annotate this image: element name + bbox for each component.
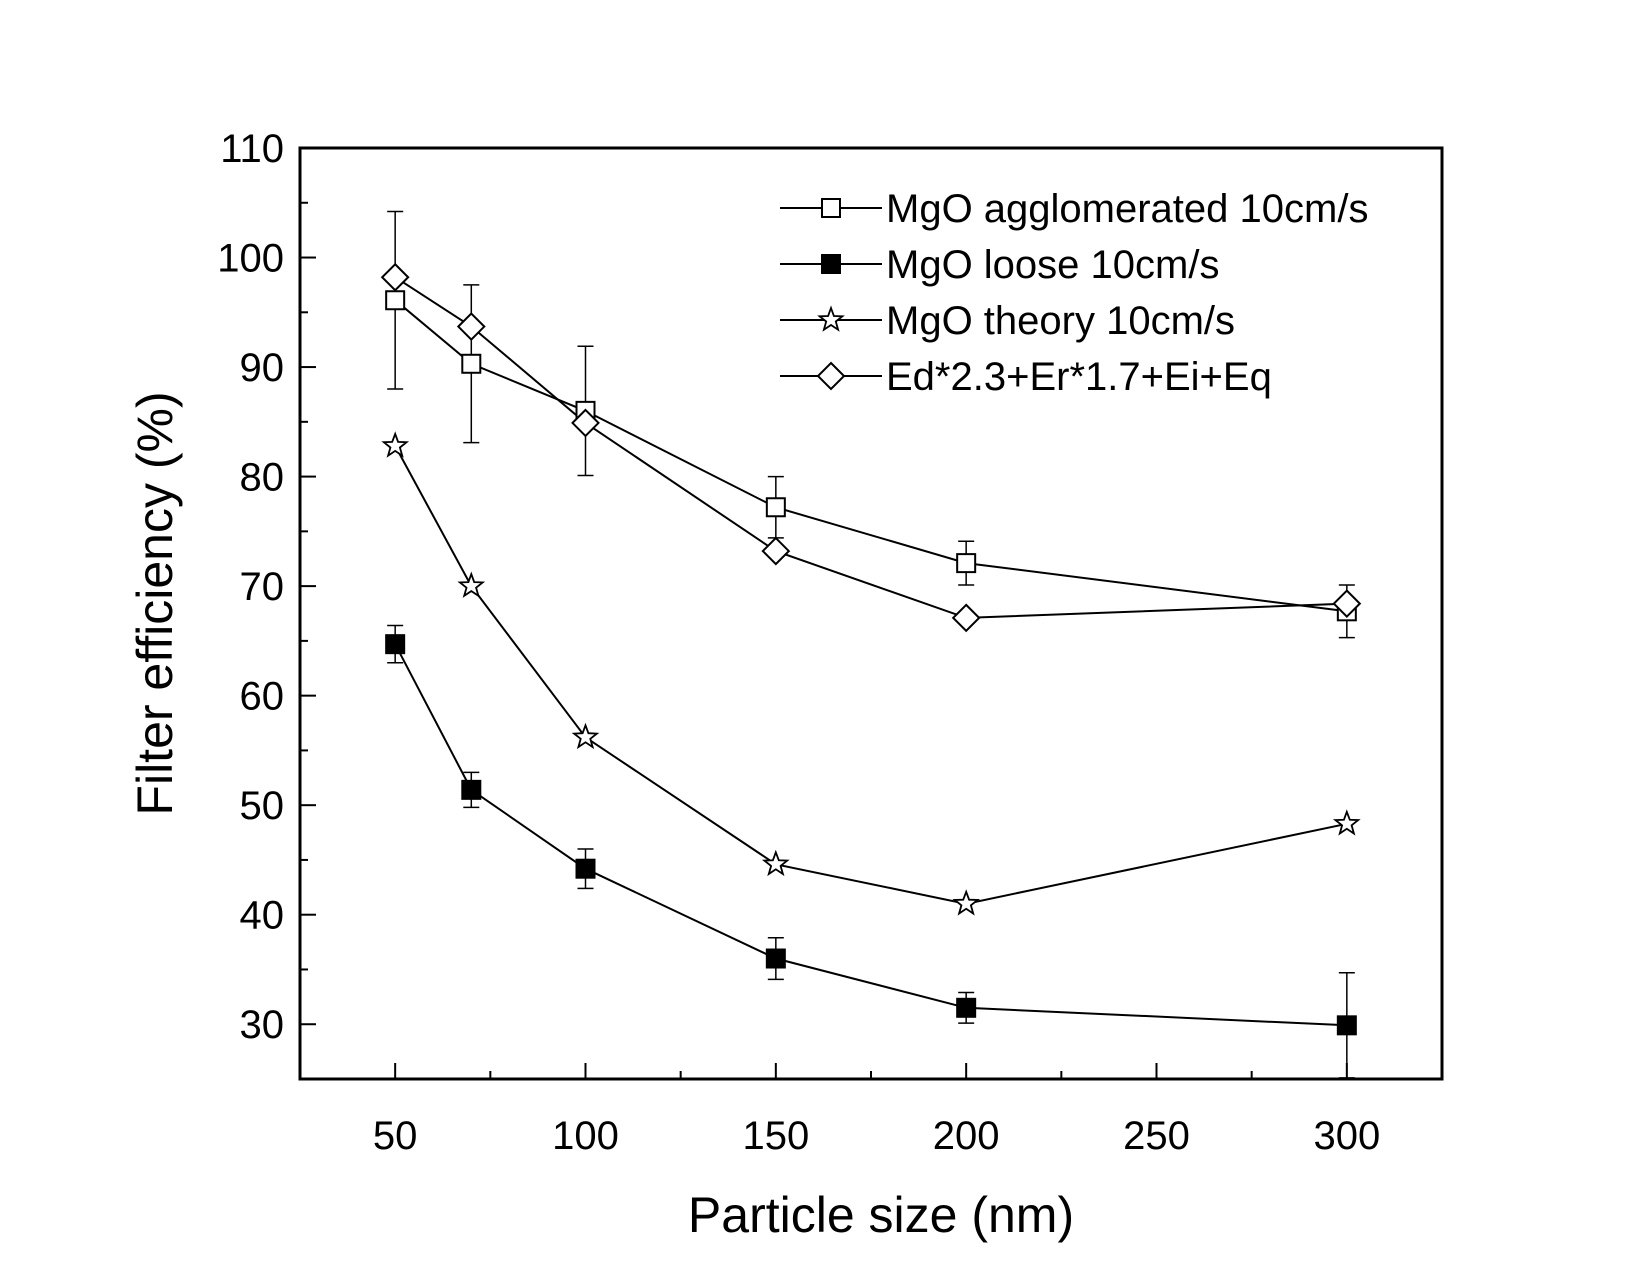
legend-marker: [816, 361, 846, 391]
y-tick-label: 110: [220, 127, 284, 171]
data-point: [1332, 589, 1362, 619]
data-point: [765, 948, 786, 969]
data-point: [571, 408, 600, 438]
series-markers: [380, 262, 1362, 1036]
data-point: [385, 634, 406, 655]
legend-label: MgO agglomerated 10cm/s: [886, 187, 1368, 231]
x-tick-label: 300: [1313, 1114, 1380, 1158]
data-point: [761, 849, 790, 877]
data-point: [956, 997, 977, 1018]
data-point: [951, 603, 981, 633]
y-tick-label: 90: [240, 346, 285, 390]
y-tick-label: 100: [217, 237, 284, 281]
data-point: [1336, 1015, 1357, 1036]
data-point: [461, 779, 482, 800]
legend-label: Ed*2.3+Er*1.7+Ei+Eq: [886, 355, 1272, 399]
y-tick-label: 50: [240, 784, 285, 828]
data-point: [1332, 809, 1361, 836]
y-tick-label: 40: [240, 894, 285, 938]
x-tick-label: 150: [742, 1114, 809, 1158]
legend-marker: [821, 254, 841, 274]
data-point: [575, 858, 596, 879]
data-point: [461, 353, 482, 374]
data-point: [761, 536, 791, 566]
data-point: [456, 312, 486, 341]
series-line-1: [394, 643, 1347, 1027]
y-axis-title: Filter efficiency (%): [127, 391, 183, 815]
legend-marker: [817, 305, 845, 332]
y-tick-label: 80: [240, 456, 285, 500]
legend-label: MgO theory 10cm/s: [886, 299, 1235, 343]
data-point: [380, 262, 410, 292]
data-point: [571, 722, 600, 750]
y-tick-label: 30: [240, 1003, 285, 1047]
legend-marker: [821, 198, 841, 218]
plot-frame: [298, 146, 1444, 1081]
y-tick-label: 60: [240, 675, 285, 719]
error-bars: [387, 210, 1355, 1079]
data-point: [457, 571, 486, 598]
tick-labels: 50 100 150 200 250 300 30 40 50 60 70 80 90 100 110: [217, 127, 1380, 1158]
data-point: [765, 497, 786, 518]
series-line-0: [394, 299, 1347, 613]
series-line-3: [394, 276, 1347, 619]
legend-label: MgO loose 10cm/s: [886, 243, 1219, 287]
x-tick-label: 200: [933, 1114, 1000, 1158]
data-point: [956, 553, 977, 574]
data-point: [385, 290, 406, 311]
x-axis-title: Particle size (nm): [688, 1187, 1074, 1243]
x-tick-label: 100: [552, 1114, 619, 1158]
data-point: [952, 889, 981, 916]
data-point: [381, 431, 410, 458]
y-tick-label: 70: [240, 565, 285, 609]
series-lines: [394, 276, 1348, 1027]
legend: MgO agglomerated 10cm/s MgO loose 10cm/s M…: [780, 187, 1368, 399]
x-tick-label: 250: [1123, 1114, 1190, 1158]
x-tick-label: 50: [373, 1114, 418, 1158]
series-line-2: [394, 445, 1348, 905]
